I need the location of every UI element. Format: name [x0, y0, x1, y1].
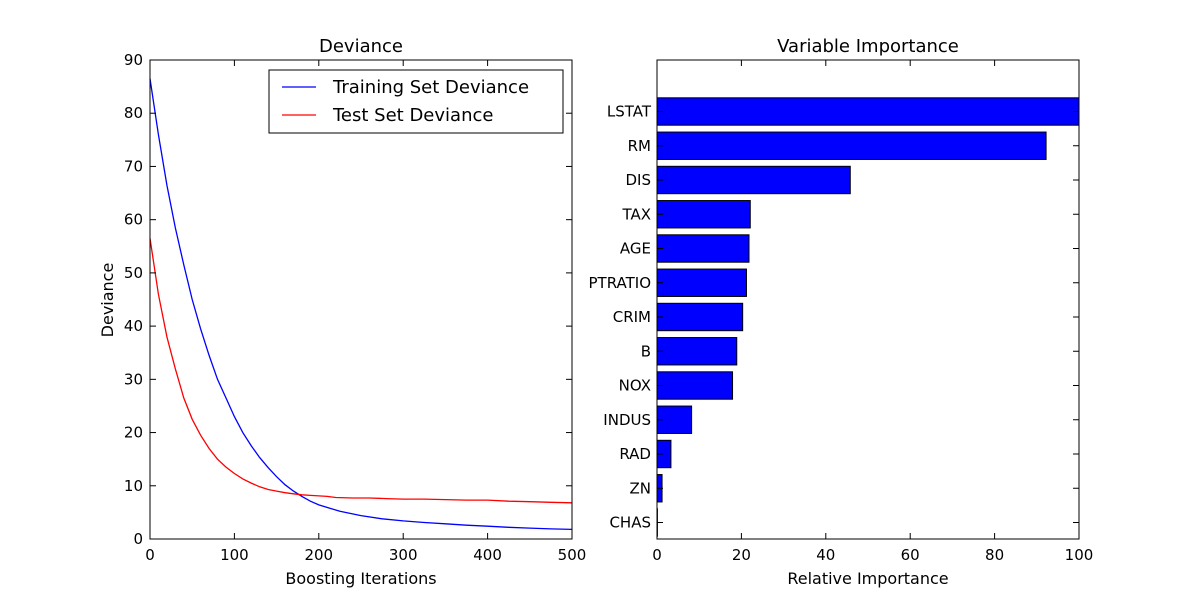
y-tick-label: 40 — [124, 317, 143, 335]
deviance-lines — [149, 78, 573, 531]
category-label-zn: ZN — [630, 479, 652, 497]
x-tick-label: 80 — [985, 546, 1004, 564]
deviance-chart-title: Deviance — [319, 36, 403, 57]
x-tick-label: 400 — [473, 546, 502, 564]
category-label-rm: RM — [628, 137, 651, 155]
category-label-tax: TAX — [621, 205, 651, 223]
x-tick-label: 0 — [145, 546, 155, 564]
category-label-ptratio: PTRATIO — [588, 274, 651, 292]
y-tick-label: 30 — [124, 370, 143, 388]
y-tick-label: 60 — [124, 211, 143, 229]
bar-age — [656, 234, 750, 263]
x-tick-label: 60 — [901, 546, 920, 564]
x-tick-label: 20 — [732, 546, 751, 564]
category-label-crim: CRIM — [613, 308, 651, 326]
deviance-ticks: 0 100 200 300 400 500 0 10 20 30 40 50 60 70 80 90 — [124, 51, 586, 564]
x-tick-label: 300 — [389, 546, 418, 564]
y-tick-label: 80 — [124, 104, 143, 122]
bar-tax — [656, 200, 751, 229]
category-label-age: AGE — [620, 240, 651, 258]
category-label-lstat: LSTAT — [607, 103, 652, 121]
deviance-plot-frame — [149, 59, 573, 540]
category-label-nox: NOX — [619, 377, 651, 395]
category-label-chas: CHAS — [609, 514, 651, 532]
deviance-x-axis-label: Boosting Iterations — [285, 569, 436, 588]
x-tick-label: 40 — [816, 546, 835, 564]
y-tick-label: 50 — [124, 264, 143, 282]
category-label-dis: DIS — [626, 171, 652, 189]
legend-box — [268, 69, 564, 134]
deviance-y-axis-label: Deviance — [98, 263, 117, 338]
deviance-legend: Training Set Deviance Test Set Deviance — [268, 69, 564, 134]
importance-bars — [656, 97, 1080, 537]
bar-ptratio — [656, 268, 747, 297]
bar-rm — [656, 131, 1047, 160]
y-tick-label: 70 — [124, 157, 143, 175]
bar-crim — [656, 302, 744, 332]
x-tick-label: 100 — [1065, 546, 1094, 564]
category-label-indus: INDUS — [603, 411, 651, 429]
y-tick-label: 20 — [124, 424, 143, 442]
bar-nox — [656, 371, 734, 400]
bar-b — [656, 337, 738, 366]
legend-label-test: Test Set Deviance — [332, 105, 493, 126]
importance-chart-title: Variable Importance — [777, 36, 959, 57]
y-tick-label: 10 — [124, 477, 143, 495]
bar-dis — [656, 165, 851, 195]
importance-plot-frame — [656, 59, 1080, 540]
category-label-b: B — [641, 342, 651, 360]
x-tick-label: 500 — [558, 546, 587, 564]
series-line-test — [149, 238, 573, 504]
y-tick-label: 0 — [133, 530, 143, 548]
legend-label-training: Training Set Deviance — [332, 77, 529, 98]
x-tick-label: 0 — [652, 546, 662, 564]
y-tick-label: 90 — [124, 51, 143, 69]
series-line-training — [149, 78, 573, 531]
deviance-chart: Deviance 0 100 200 300 400 500 0 10 20 30 40 50 60 70… — [98, 36, 586, 588]
x-tick-label: 100 — [220, 546, 249, 564]
category-label-rad: RAD — [619, 445, 651, 463]
importance-x-axis-label: Relative Importance — [787, 569, 948, 588]
importance-chart: Variable Importance LSTAT RM DIS TAX AGE PTRA… — [588, 36, 1093, 588]
x-tick-label: 200 — [304, 546, 333, 564]
bar-lstat — [656, 97, 1080, 126]
